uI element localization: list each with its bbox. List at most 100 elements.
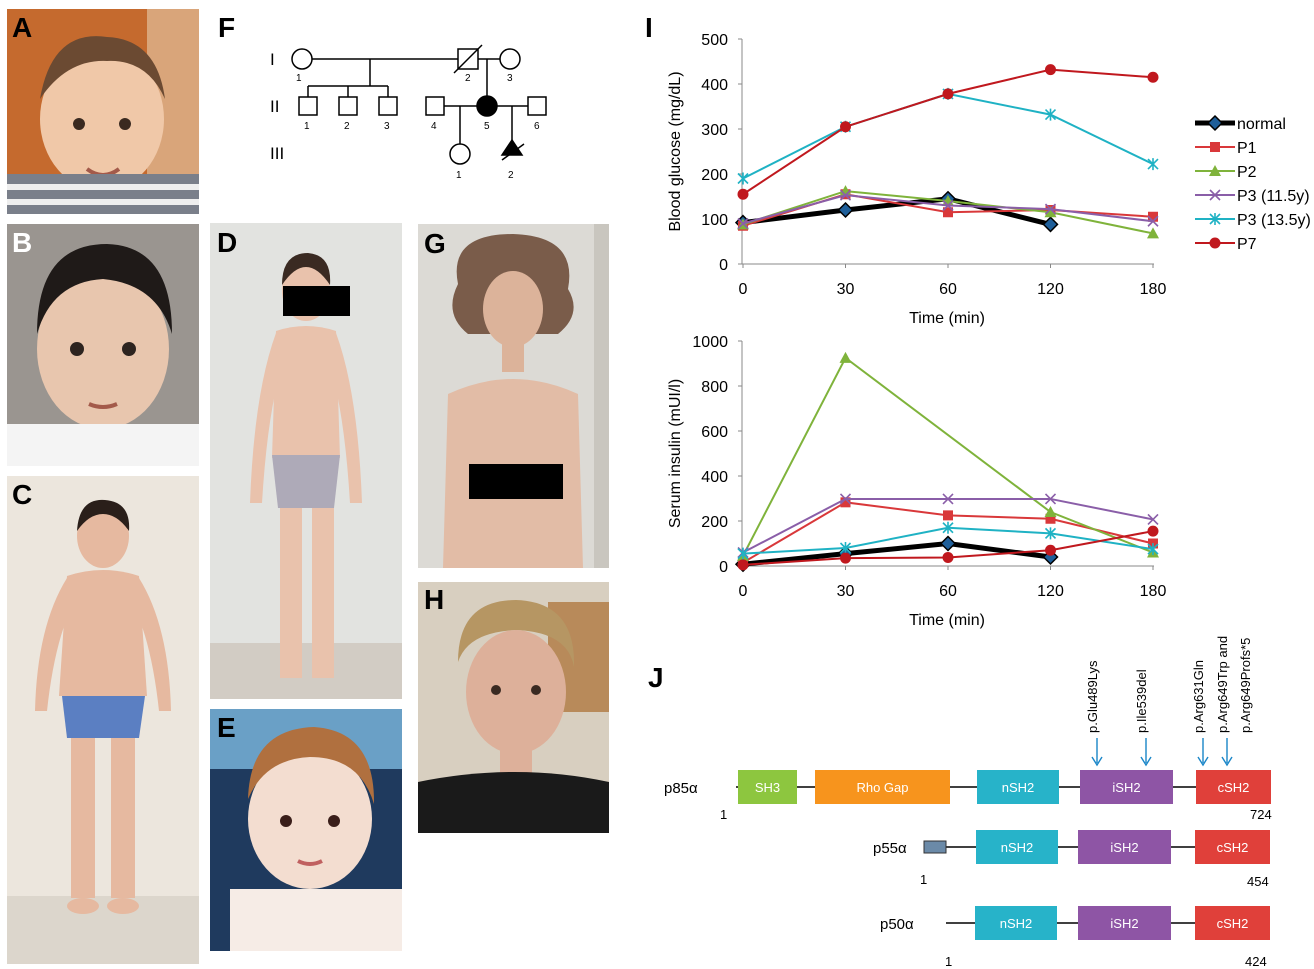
mutation-label: p.Arg631Gln [1191, 660, 1206, 733]
x-tick-label: 0 [739, 281, 748, 298]
pedigree-id-ii6: 6 [534, 121, 540, 132]
x-tick-label: 180 [1140, 281, 1167, 298]
data-point [942, 493, 954, 505]
pedigree-chart: I II III 1 2 3 1 2 3 4 5 6 1 [270, 44, 547, 181]
x-tick-label: 120 [1037, 583, 1064, 600]
pedigree-id-ii3: 3 [384, 121, 390, 132]
data-point [1044, 108, 1057, 121]
pedigree-ii6 [527, 96, 547, 116]
series-line [742, 356, 1154, 557]
series-p7 [737, 64, 1159, 200]
data-point [839, 493, 852, 505]
pedigree-id-ii2: 2 [344, 121, 350, 132]
domain-label: cSH2 [1217, 840, 1249, 855]
pedigree-ii1 [298, 96, 318, 116]
data-point [1044, 203, 1057, 215]
domain-ish2 [1078, 830, 1171, 864]
series-p3-11-5y- [737, 189, 1159, 230]
y-tick-label: 300 [701, 122, 728, 139]
photo-h-image [418, 582, 609, 833]
domain-label: iSH2 [1110, 916, 1138, 931]
panel-label-h: H [424, 584, 445, 615]
series-line [742, 540, 1051, 567]
y-tick-label: 600 [701, 424, 728, 441]
data-point [837, 201, 854, 219]
legend-marker [1209, 165, 1221, 176]
panel-label-c: C [12, 479, 33, 510]
x-axis-title: Time (min) [909, 612, 985, 629]
legend-label: P3 (13.5y) [1237, 212, 1311, 229]
mutation-label: p.Arg649Profs*5 [1238, 638, 1253, 733]
x-tick-label: 120 [1037, 281, 1064, 298]
pedigree-id-i1: 1 [296, 73, 302, 84]
panel-label-a: A [12, 12, 33, 43]
legend-label: P7 [1237, 236, 1257, 253]
data-point [839, 185, 852, 197]
legend-marker [1209, 237, 1221, 249]
protein-row-3: p50α nSH2 iSH2 cSH2 1 424 [880, 906, 1270, 969]
data-point [1044, 206, 1057, 218]
data-point [942, 521, 954, 534]
protein-name: p85α [664, 780, 698, 797]
panel-label-j: J [648, 662, 664, 693]
photo-e-image [210, 709, 402, 951]
residue-start: 1 [720, 807, 727, 822]
pedigree-id-ii5: 5 [484, 121, 490, 132]
pedigree-id-iii1: 1 [456, 170, 462, 181]
pedigree-i1 [291, 48, 313, 70]
pedigree-ii2 [338, 96, 358, 116]
legend-marker [1209, 213, 1221, 225]
pedigree-id-iii2: 2 [508, 170, 514, 181]
photo-g-image [418, 224, 609, 568]
domain-label: cSH2 [1217, 916, 1249, 931]
mutation-arrowhead [1197, 756, 1209, 767]
data-point [1044, 493, 1057, 505]
legend-marker [1210, 142, 1220, 152]
domain-csh2 [1195, 906, 1270, 940]
panel-label-g: G [424, 228, 446, 259]
domain-csh2 [1196, 770, 1271, 804]
data-point [943, 207, 953, 218]
data-point [1147, 158, 1159, 171]
protein-name: p55α [873, 840, 907, 857]
domain-ish2 [1080, 770, 1173, 804]
insulin-chart: 0 200 400 600 800 1000 0 30 60 120 180 Time (min) Se… [667, 334, 1167, 629]
y-tick-label: 1000 [692, 334, 728, 351]
data-point [1042, 216, 1059, 233]
data-point [943, 510, 953, 521]
pedigree-ii5 [476, 95, 498, 117]
legend-entry: P1 [1195, 140, 1257, 157]
protein-row-2: p55α nSH2 iSH2 cSH2 1 454 [873, 830, 1270, 889]
protein-domain-diagram: p.Glu489Lys p.Ile539del p.Arg631Gln p.Arg64… [664, 636, 1272, 969]
residue-end: 424 [1245, 954, 1267, 969]
x-tick-label: 30 [837, 583, 855, 600]
domain-csh2 [1195, 830, 1270, 864]
data-point [942, 551, 954, 563]
panel-label-f: F [218, 12, 236, 43]
pedigree-i3 [499, 48, 521, 70]
glucose-chart: 0 100 200 300 400 500 0 30 60 120 180 Time (min) Blo… [667, 32, 1311, 327]
domain-label: nSH2 [1000, 916, 1033, 931]
pedigree-ii4 [425, 96, 445, 116]
pedigree-iii1 [449, 143, 471, 165]
data-point [840, 552, 851, 564]
data-point [839, 189, 852, 201]
data-point [839, 542, 852, 554]
photo-panel-e [210, 709, 402, 951]
generation-label-2: II [270, 97, 279, 116]
legend-entry: P3 (13.5y) [1195, 212, 1311, 229]
pedigree-iii2 [500, 138, 524, 156]
legend-entry: normal [1195, 114, 1286, 133]
data-point [1044, 506, 1057, 517]
series-p3-13-5y- [737, 87, 1159, 185]
data-point [1147, 525, 1159, 537]
pedigree-id-ii1: 1 [304, 121, 310, 132]
x-tick-label: 180 [1140, 583, 1167, 600]
x-tick-label: 60 [939, 281, 957, 298]
panel-label-e: E [217, 712, 236, 743]
residue-end: 724 [1250, 807, 1272, 822]
panel-label-i: I [645, 12, 653, 43]
legend-entry: P7 [1195, 236, 1257, 253]
x-tick-label: 30 [837, 281, 855, 298]
domain-label: cSH2 [1218, 780, 1250, 795]
